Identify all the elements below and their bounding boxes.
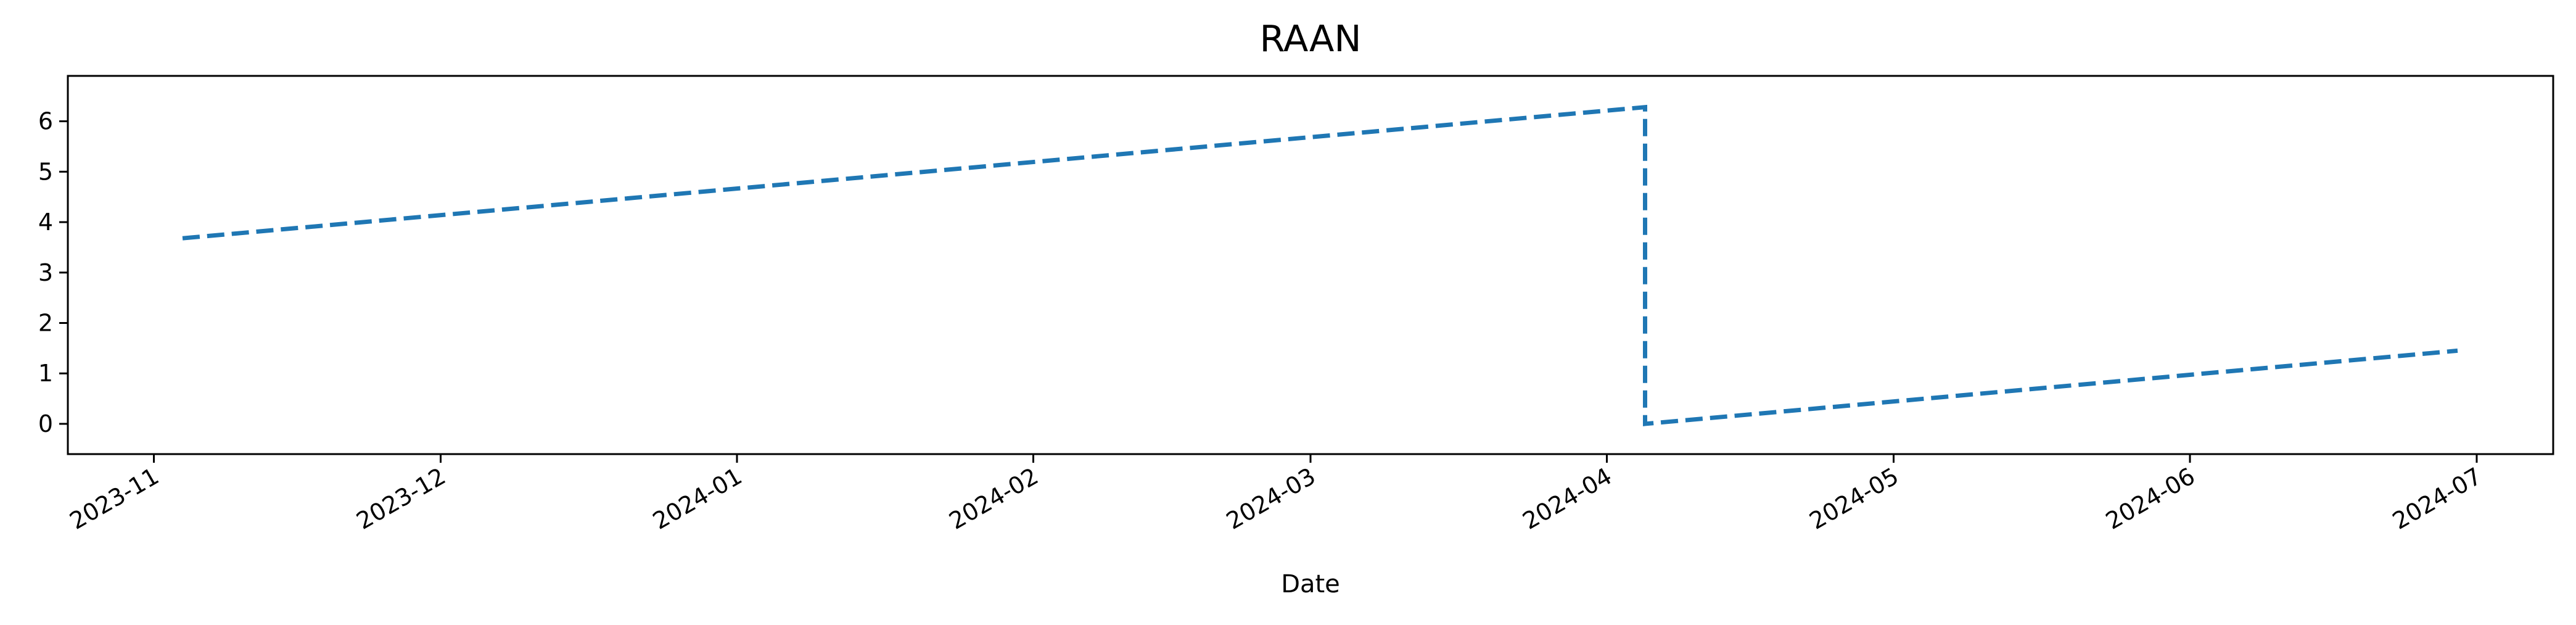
- chart-title: RAAN: [1259, 17, 1361, 60]
- y-tick-label: 6: [38, 108, 53, 135]
- y-tick-label: 2: [38, 309, 53, 336]
- x-tick-label: 2023-11: [65, 462, 163, 534]
- x-tick-label: 2024-05: [1804, 462, 1903, 534]
- x-tick-label: 2024-07: [2388, 462, 2487, 534]
- x-tick-label: 2024-02: [944, 462, 1043, 534]
- x-tick-label: 2023-12: [352, 462, 450, 534]
- x-tick-label: 2024-01: [648, 462, 747, 534]
- series-layer: [182, 104, 2458, 426]
- x-tick-label: 2024-03: [1222, 462, 1320, 534]
- y-axis: 0 1 2 3 4 5 6: [38, 108, 68, 437]
- x-axis: 2023-11 2023-12 2024-01 2024-02 2024-03 2024-…: [65, 454, 2487, 535]
- y-tick-label: 0: [38, 410, 53, 437]
- y-tick-label: 5: [38, 158, 53, 185]
- y-tick-label: 1: [38, 360, 53, 387]
- x-tick-label: 2024-04: [1518, 462, 1616, 534]
- x-tick-label: 2024-06: [2101, 462, 2200, 534]
- y-tick-label: 3: [38, 259, 53, 286]
- x-axis-label: Date: [1281, 570, 1340, 598]
- y-tick-label: 4: [38, 209, 53, 236]
- plot-area-frame: [67, 75, 2554, 455]
- series-line: [182, 104, 2458, 426]
